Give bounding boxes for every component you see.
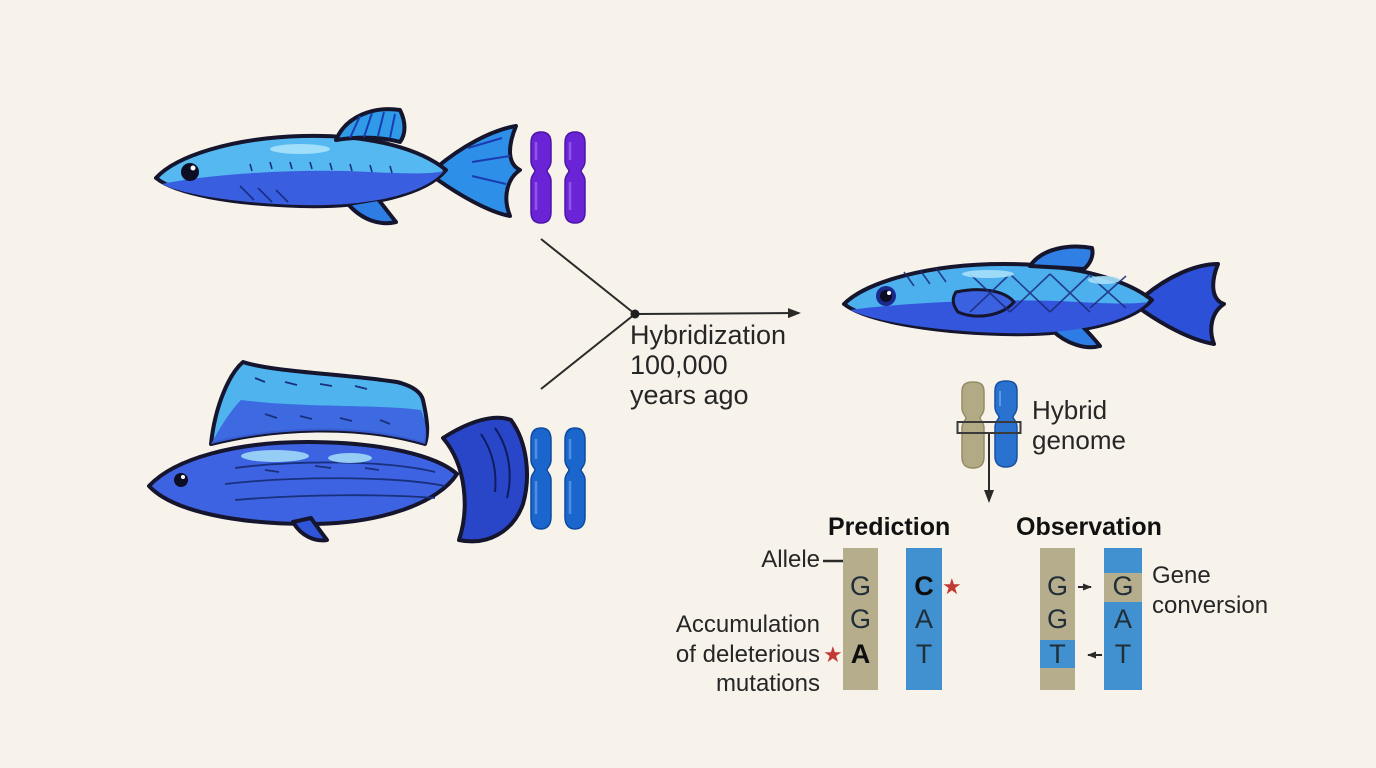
- fish-belly-shade: [850, 300, 1148, 334]
- lineage-line-top: [540, 238, 636, 315]
- fish-anal-fin: [1050, 324, 1102, 350]
- fish-scale-dashes: [239, 161, 393, 203]
- chromosome-tan: [961, 381, 985, 469]
- allele-letter-converted: G: [1112, 571, 1134, 601]
- parent-fish-bottom-illustration: [147, 360, 529, 544]
- parent1-chromosome-pair: [530, 131, 586, 224]
- fish-dorsal-fin: [1028, 244, 1095, 271]
- gene-conversion-label: Gene conversion: [1152, 562, 1269, 619]
- fish-tail-streaks: [480, 427, 511, 499]
- fish-highlight: [241, 450, 309, 462]
- hybridization-label: Hybridization 100,000 years ago: [630, 320, 787, 410]
- allele-label: Allele: [761, 546, 820, 573]
- hybridization-arrow: [636, 308, 801, 319]
- hybrid-genome-label: Hybrid genome: [1032, 395, 1126, 455]
- fish-fin-streaks: [349, 111, 511, 185]
- fish-sail-shade: [211, 400, 427, 444]
- accumulation-of-deleterious-mutations-label: Accumulation of deleterious mutations: [675, 611, 820, 697]
- observation-right-allele-column: G A T: [1104, 548, 1142, 690]
- fish-texture-dashes: [224, 377, 446, 501]
- allele-letter-mutated: A: [850, 639, 871, 669]
- allele-letter: A: [914, 604, 933, 634]
- fish-eye-glint: [181, 475, 185, 479]
- fish-tail-fin: [434, 124, 522, 218]
- observation-left-allele-column: G G T: [1040, 548, 1075, 690]
- prediction-maternal-allele-column: G G A: [843, 548, 878, 690]
- lineage-line-bottom: [540, 313, 636, 390]
- observation-title: Observation: [1016, 513, 1162, 541]
- fish-pelvic-fin: [291, 516, 329, 543]
- allele-letter: G: [849, 571, 871, 601]
- allele-letter-mutated: C: [914, 571, 934, 601]
- fish-belly-shade: [162, 170, 444, 206]
- converted-segment-blue: [1040, 640, 1075, 668]
- fish-highlight: [270, 144, 330, 154]
- allele-letter-converted: T: [1049, 639, 1066, 669]
- prediction-paternal-allele-column: C A T: [906, 548, 942, 690]
- fish-eye-glint: [190, 165, 196, 171]
- fish-highlight-2: [328, 453, 372, 463]
- hybrid-fish-illustration: [842, 244, 1226, 350]
- allele-letter: T: [1114, 639, 1132, 669]
- fish-highlight: [962, 270, 1014, 278]
- parent-fish-top-illustration: [154, 107, 522, 226]
- chromosome-highlights: [534, 439, 572, 514]
- fish-eye-glint: [887, 291, 891, 295]
- allele-letter: A: [1113, 604, 1132, 634]
- allele-letter: G: [1046, 604, 1068, 634]
- fish-anal-fin: [346, 197, 398, 226]
- star-icon: ★: [942, 574, 962, 599]
- allele-letter: G: [1046, 571, 1068, 601]
- fish-highlight-2: [1088, 276, 1120, 284]
- fish-body: [147, 440, 459, 526]
- converted-segment-tan: [1104, 573, 1142, 602]
- genome-locus-box: [956, 421, 1022, 434]
- star-icon: ★: [823, 642, 843, 667]
- prediction-title: Prediction: [828, 513, 951, 541]
- fish-tail-fin: [1140, 262, 1226, 346]
- lineage-junction-dot: [630, 309, 640, 319]
- fish-dorsal-fin: [334, 107, 407, 144]
- allele-letter: T: [915, 639, 933, 669]
- allele-letter: G: [849, 604, 871, 634]
- hybrid-chromosome-pair: [961, 380, 1018, 469]
- chromosome-highlights: [534, 142, 572, 210]
- parent2-chromosome-pair: [530, 427, 586, 530]
